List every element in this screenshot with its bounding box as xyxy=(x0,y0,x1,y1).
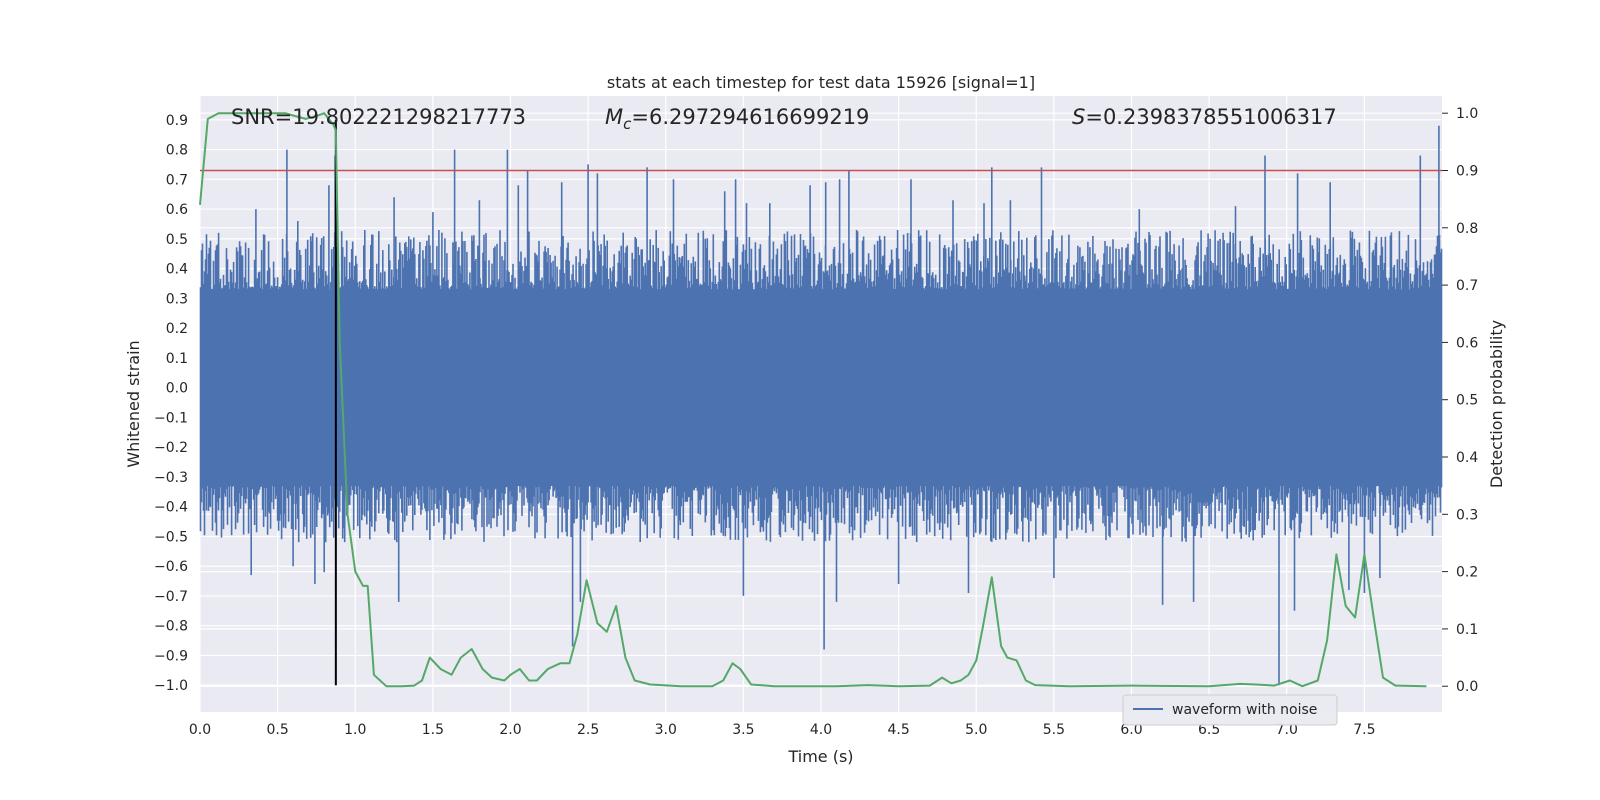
y2-tick-label: 0.1 xyxy=(1456,622,1478,638)
snr-annotation: SNR=19.802221298217773 xyxy=(231,105,526,129)
y2-tick-label: 0.6 xyxy=(1456,335,1478,351)
y-tick-label: −0.3 xyxy=(154,470,188,486)
x-tick-label: 6.0 xyxy=(1120,722,1142,738)
legend-box xyxy=(1122,694,1338,726)
x-tick-label: 0.5 xyxy=(266,722,288,738)
y2-tick-label: 0.7 xyxy=(1456,278,1478,294)
y-tick-label: 0.7 xyxy=(166,172,188,188)
y-tick-label: −0.7 xyxy=(154,589,188,605)
y2-axis-title: Detection probability xyxy=(1487,320,1506,488)
y-tick-label: −0.9 xyxy=(154,648,188,664)
y-tick-label: 0.6 xyxy=(166,202,188,218)
x-tick-label: 5.5 xyxy=(1043,722,1065,738)
s-symbol: S xyxy=(1072,105,1085,129)
y-tick-label: −0.1 xyxy=(154,410,188,426)
y2-tick-label: 0.8 xyxy=(1456,221,1478,237)
legend: waveform with noise xyxy=(1122,694,1338,726)
y-tick-label: −0.5 xyxy=(154,529,188,545)
y-tick-label: −0.2 xyxy=(154,440,188,456)
x-tick-label: 7.5 xyxy=(1353,722,1375,738)
x-tick-label: 5.0 xyxy=(965,722,987,738)
x-tick-label: 4.0 xyxy=(810,722,832,738)
waveform-trace xyxy=(199,125,1443,686)
y-tick-label: 0.2 xyxy=(166,321,188,337)
legend-entry: waveform with noise xyxy=(1172,702,1317,718)
chart-title: stats at each timestep for test data 159… xyxy=(607,73,1035,92)
x-tick-label: 4.5 xyxy=(887,722,909,738)
y-tick-label: −0.4 xyxy=(154,500,188,516)
x-tick-label: 1.5 xyxy=(422,722,444,738)
x-tick-label: 3.5 xyxy=(732,722,754,738)
y-tick-label: 0.5 xyxy=(166,232,188,248)
y-tick-label: −0.8 xyxy=(154,619,188,635)
waveform-series xyxy=(199,125,1443,686)
y-tick-label: 0.3 xyxy=(166,291,188,307)
y-tick-label: 0.0 xyxy=(166,381,188,397)
y-tick-label: 0.9 xyxy=(166,113,188,129)
x-tick-label: 3.0 xyxy=(655,722,677,738)
mc-subscript: c xyxy=(623,115,632,133)
y2-tick-label: 0.2 xyxy=(1456,565,1478,581)
detection-probability-line xyxy=(199,112,1427,688)
y2-tick-label: 1.0 xyxy=(1456,106,1478,122)
mc-value: =6.297294616699219 xyxy=(631,105,869,129)
y2-tick-label: 0.4 xyxy=(1456,450,1478,466)
y2-tick-label: 0.9 xyxy=(1456,163,1478,179)
mc-annotation: Mc=6.297294616699219 xyxy=(605,105,869,133)
y-tick-label: 0.1 xyxy=(166,351,188,367)
x-tick-label: 1.0 xyxy=(344,722,366,738)
x-tick-label: 2.0 xyxy=(499,722,521,738)
y-tick-label: −1.0 xyxy=(154,678,188,694)
y2-tick-label: 0.3 xyxy=(1456,507,1478,523)
tick-labels: 0.0 0.5 1.0 1.5 2.0 2.5 3.0 3.5 4.0 4.5 5.0 5.5 6.0 6… xyxy=(154,106,1478,738)
y2-tick-label: 0.5 xyxy=(1456,393,1478,409)
y2-tick-label: 0.0 xyxy=(1456,679,1478,695)
y-tick-label: 0.8 xyxy=(166,143,188,159)
y-tick-label: 0.4 xyxy=(166,262,188,278)
x-tick-label: 2.5 xyxy=(577,722,599,738)
y-tick-label: −0.6 xyxy=(154,559,188,575)
s-annotation: S=0.2398378551006317 xyxy=(1072,105,1337,129)
x-tick-label: 7.0 xyxy=(1276,722,1298,738)
mc-symbol: M xyxy=(605,105,623,129)
s-value: =0.2398378551006317 xyxy=(1085,105,1336,129)
x-tick-label: 0.0 xyxy=(189,722,211,738)
x-axis-title: Time (s) xyxy=(787,747,853,766)
x-tick-label: 6.5 xyxy=(1198,722,1220,738)
y-axis-title: Whitened strain xyxy=(124,340,143,467)
